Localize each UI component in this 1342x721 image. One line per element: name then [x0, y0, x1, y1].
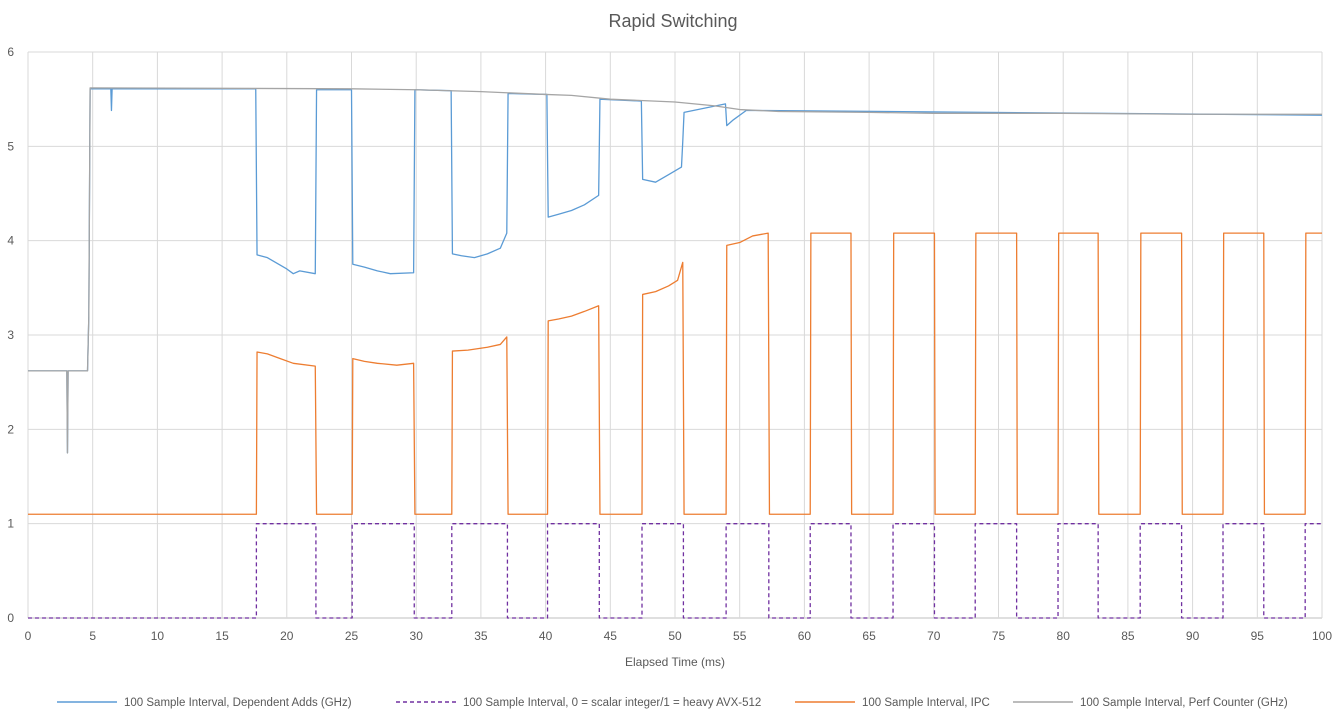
x-tick-label: 35	[474, 629, 488, 643]
legend-label-0: 100 Sample Interval, Dependent Adds (GHz…	[124, 697, 352, 709]
x-tick-label: 75	[992, 629, 1006, 643]
y-tick-label: 4	[7, 234, 14, 248]
x-tick-label: 95	[1251, 629, 1265, 643]
x-tick-label: 20	[280, 629, 294, 643]
gridlines	[27, 51, 1323, 619]
x-tick-label: 0	[25, 629, 32, 643]
legend-label-2: 100 Sample Interval, IPC	[862, 697, 990, 709]
x-tick-label: 40	[539, 629, 553, 643]
x-axis-title: Elapsed Time (ms)	[625, 655, 725, 669]
y-tick-label: 1	[7, 517, 14, 531]
x-tick-label: 50	[668, 629, 682, 643]
chart-title: Rapid Switching	[608, 11, 737, 31]
x-tick-label: 90	[1186, 629, 1200, 643]
series-line-0	[28, 88, 1323, 454]
x-tick-label: 65	[862, 629, 876, 643]
series-line-3	[28, 87, 1322, 454]
y-tick-label: 3	[7, 328, 14, 342]
series-line-1	[28, 523, 1322, 619]
y-tick-label: 6	[7, 45, 14, 59]
x-tick-label: 55	[733, 629, 747, 643]
series-group	[28, 87, 1323, 619]
x-tick-label: 30	[410, 629, 424, 643]
x-tick-label: 25	[345, 629, 359, 643]
series-line-2	[28, 232, 1322, 515]
x-tick-label: 85	[1121, 629, 1135, 643]
legend-label-3: 100 Sample Interval, Perf Counter (GHz)	[1080, 697, 1288, 709]
x-tick-label: 15	[215, 629, 229, 643]
legend: 100 Sample Interval, Dependent Adds (GHz…	[57, 697, 1288, 709]
x-tick-label: 60	[798, 629, 812, 643]
x-tick-label: 80	[1057, 629, 1071, 643]
y-tick-label: 0	[7, 611, 14, 625]
x-tick-label: 5	[89, 629, 96, 643]
y-tick-label: 2	[7, 422, 14, 436]
x-tick-label: 100	[1312, 629, 1332, 643]
y-tick-label: 5	[7, 139, 14, 153]
x-tick-label: 70	[927, 629, 941, 643]
legend-label-1: 100 Sample Interval, 0 = scalar integer/…	[463, 697, 761, 709]
x-tick-label: 10	[151, 629, 165, 643]
x-tick-label: 45	[604, 629, 618, 643]
